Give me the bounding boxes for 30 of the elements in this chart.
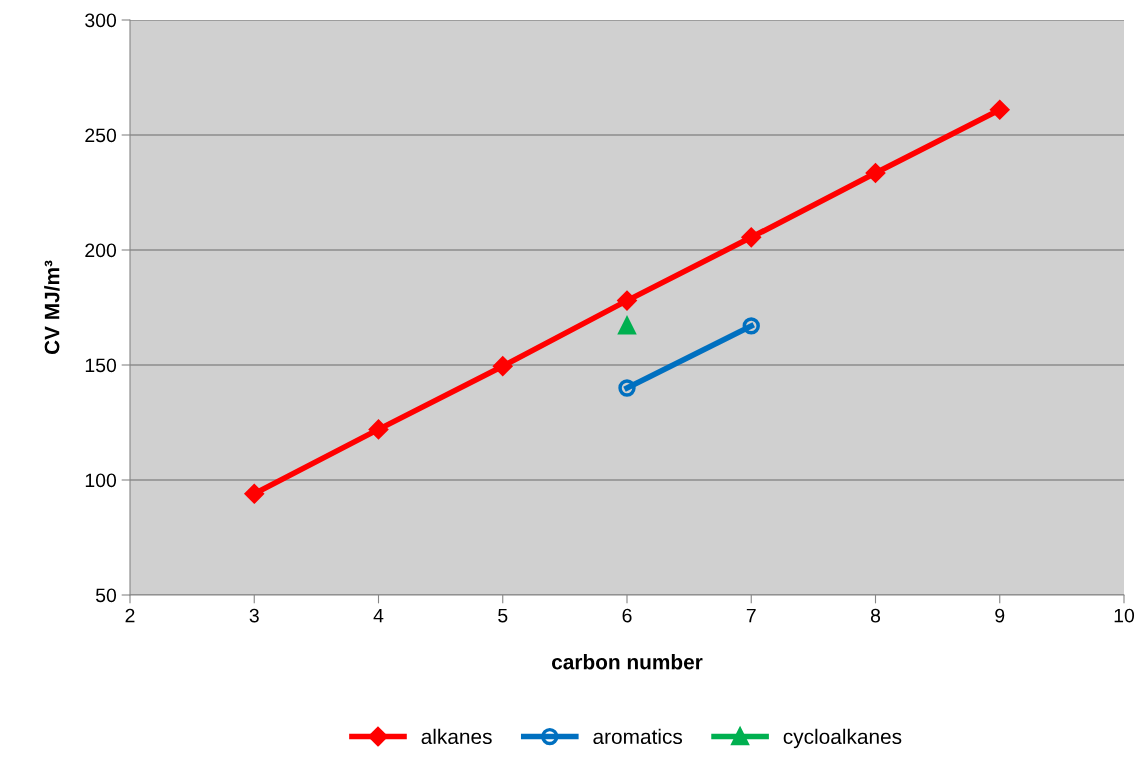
y-tick-label: 100 — [85, 473, 117, 488]
point — [618, 317, 636, 335]
y-tick-label: 150 — [85, 358, 117, 373]
legend-label: alkanes — [421, 728, 492, 745]
point — [244, 484, 264, 504]
x-tick-label: 9 — [995, 608, 1005, 623]
x-tick-label: 2 — [125, 608, 135, 623]
point — [990, 100, 1010, 120]
y-axis-title: CV MJ/m³ — [44, 260, 60, 355]
x-tick-label: 5 — [498, 608, 508, 623]
point — [618, 379, 636, 397]
point — [617, 291, 637, 311]
x-tick-label: 10 — [1114, 608, 1135, 623]
x-axis-title: carbon number — [552, 654, 703, 670]
x-tick-label: 3 — [249, 608, 259, 623]
x-tick-label: 7 — [746, 608, 756, 623]
point — [493, 356, 513, 376]
y-tick-label: 250 — [85, 128, 117, 143]
y-tick-label: 200 — [85, 243, 117, 258]
point — [368, 419, 389, 439]
x-tick-label: 4 — [373, 608, 384, 623]
y-tick-label: 300 — [85, 13, 117, 28]
x-tick-label: 8 — [870, 608, 881, 623]
point — [742, 317, 760, 335]
x-tick-label: 6 — [622, 608, 632, 623]
y-tick-label: 50 — [95, 588, 117, 603]
legend-label: aromatics — [593, 728, 683, 745]
legend-label: cycloalkanes — [783, 728, 902, 749]
point — [865, 163, 886, 183]
point — [741, 227, 761, 247]
